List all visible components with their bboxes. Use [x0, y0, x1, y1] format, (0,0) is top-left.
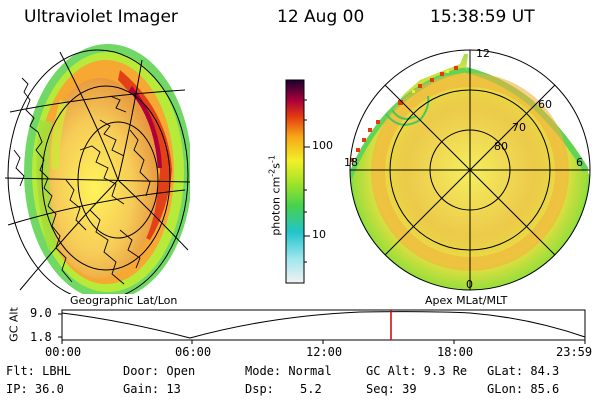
glat-info: GLat: 84.3	[487, 364, 560, 378]
altitude-ylabel: GC Alt	[7, 307, 21, 342]
colorbar-tick-100: 100	[312, 139, 333, 152]
polar-grid	[349, 49, 591, 291]
dsp-label: Dsp:	[245, 382, 274, 396]
colorbar	[285, 79, 305, 284]
colorbar-ticks	[304, 99, 310, 263]
unit-text: photon cm	[269, 176, 283, 236]
altitude-y-bottom: 1.8	[30, 330, 52, 344]
mode-info: Mode: Normal	[245, 364, 332, 378]
apex-caption: Apex MLat/MLT	[425, 294, 508, 307]
colorbar-unit-label: photon cm-2s-1	[268, 125, 283, 265]
dsp-value: 5.2	[300, 382, 322, 396]
x-tick-2359: 23:59	[556, 345, 593, 359]
lat-80-label: 80	[494, 140, 508, 153]
lat-70-label: 70	[512, 121, 526, 134]
geographic-image	[5, 44, 190, 294]
x-tick-0000: 00:00	[45, 345, 82, 359]
altitude-y-top: 9.0	[30, 306, 52, 320]
gc-alt-info: GC Alt: 9.3 Re	[366, 364, 468, 378]
mlt-12-label: 12	[476, 47, 490, 60]
x-tick-1800: 18:00	[437, 345, 474, 359]
instrument-title: Ultraviolet Imager	[24, 7, 178, 27]
mlt-6-label: 6	[576, 156, 583, 169]
colorbar-tick-10: 10	[312, 228, 326, 241]
filter-info: Flt: LBHL	[6, 364, 72, 378]
seq-info: Seq: 39	[366, 382, 417, 396]
glon-info: GLon: 85.6	[487, 382, 560, 396]
x-tick-1200: 12:00	[306, 345, 343, 359]
unit-sup-2: -1	[267, 155, 277, 163]
gain-info: Gain: 13	[123, 382, 181, 396]
altitude-plot	[58, 309, 586, 344]
ip-info: IP: 36.0	[6, 382, 64, 396]
mlt-0-label: 0	[466, 278, 473, 291]
x-tick-0600: 06:00	[175, 345, 212, 359]
lat-60-label: 60	[538, 98, 552, 111]
mlt-18-label: 18	[344, 156, 358, 169]
unit-sup-1: -2	[267, 168, 277, 177]
unit-text-s: s	[269, 162, 283, 169]
door-info: Door: Open	[123, 364, 196, 378]
geographic-caption: Geographic Lat/Lon	[70, 294, 178, 307]
time-label: 15:38:59 UT	[430, 7, 535, 27]
date-label: 12 Aug 00	[277, 7, 365, 27]
